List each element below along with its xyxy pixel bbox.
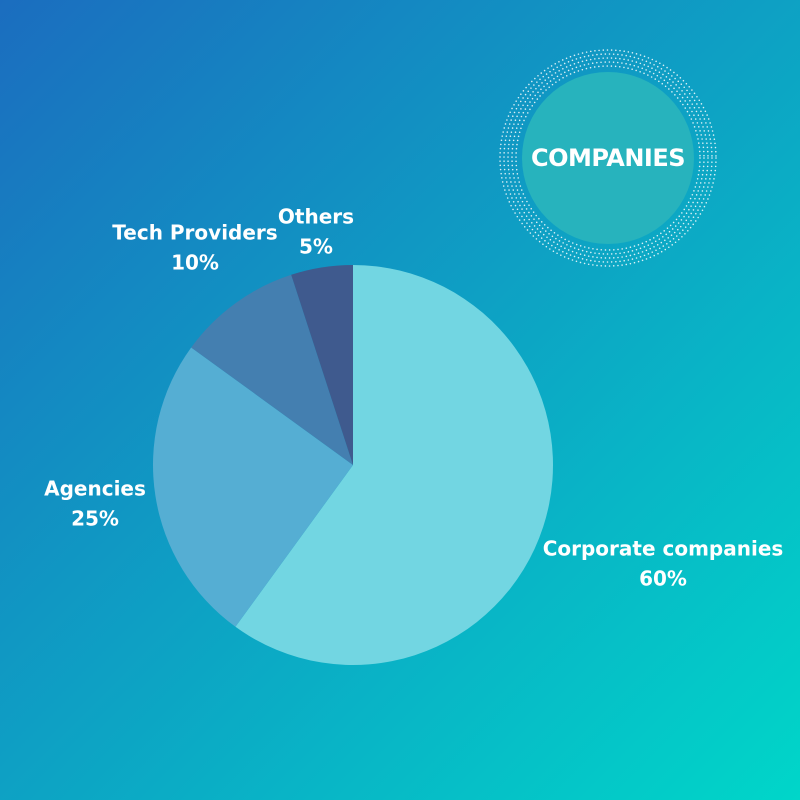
- badge: [499, 49, 717, 267]
- badge-circle: [522, 72, 694, 244]
- slice-label: Agencies: [44, 477, 146, 501]
- pie-slice: [152, 347, 353, 627]
- slice-value-label: 25%: [71, 507, 119, 531]
- pie-slice: [235, 265, 554, 665]
- slice-label: Tech Providers: [112, 221, 277, 245]
- slice-label: Others: [278, 205, 354, 229]
- slice-value-label: 5%: [299, 235, 333, 259]
- chart-title: COMPANIES: [531, 144, 685, 172]
- slice-value-label: 10%: [171, 251, 219, 275]
- pie-slice: [291, 265, 353, 465]
- slice-value-label: 60%: [639, 567, 687, 591]
- pie-slice: [191, 274, 353, 465]
- slice-label: Corporate companies: [543, 537, 784, 561]
